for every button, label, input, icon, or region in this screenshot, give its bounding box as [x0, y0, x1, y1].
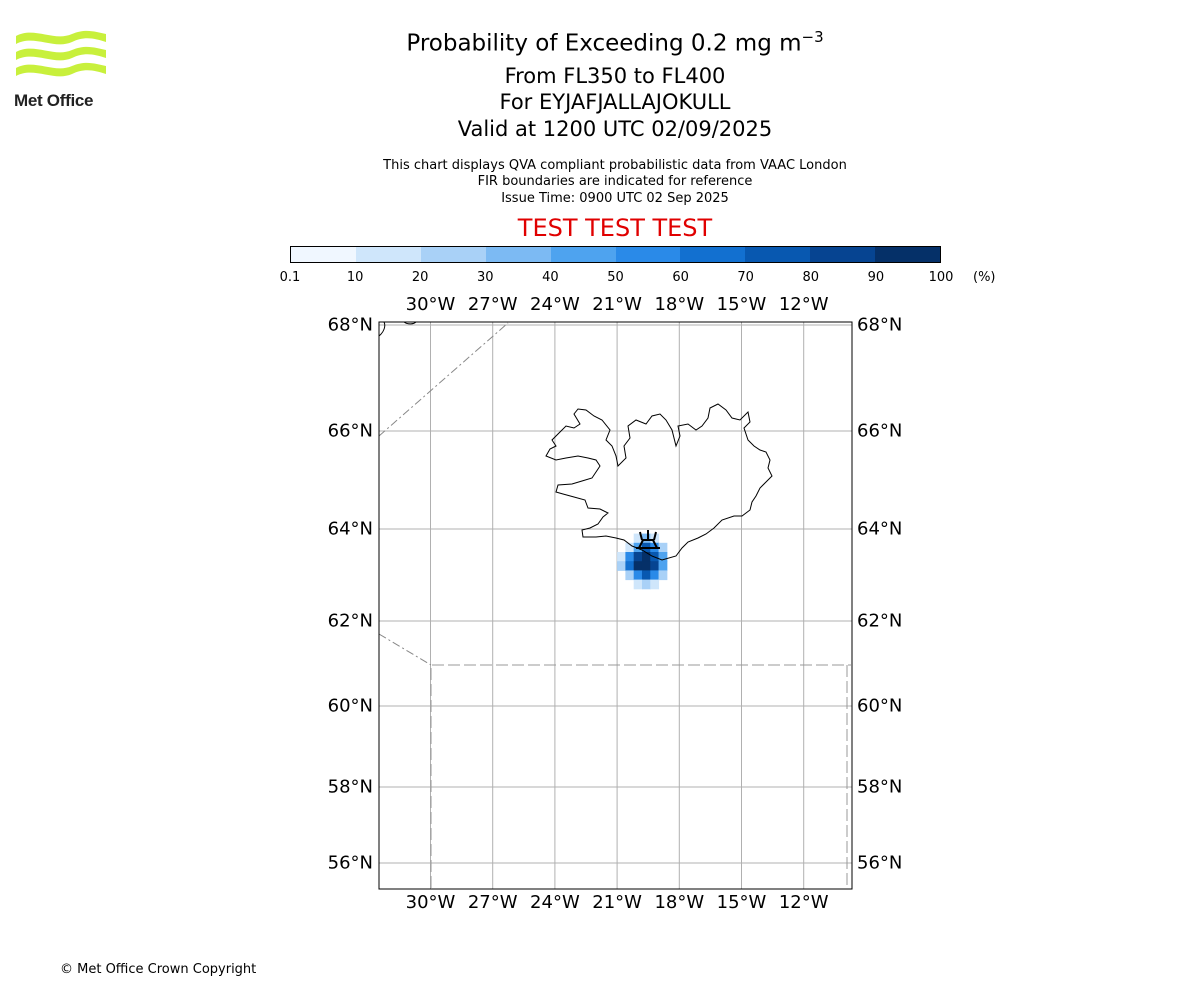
probability-cell: [650, 561, 660, 571]
probability-cell: [641, 533, 651, 544]
longitude-label-top: 24°W: [530, 294, 580, 315]
probability-cell: [625, 570, 635, 581]
colorbar-segment: [680, 247, 746, 262]
latitude-label-right: 64°N: [857, 518, 903, 540]
logo-text: Met Office: [14, 91, 94, 110]
colorbar-segment: [420, 247, 486, 262]
colorbar-segment: [615, 247, 681, 262]
colorbar-segment: [550, 247, 616, 262]
colorbar-tick-label: 50: [607, 270, 624, 285]
fir-boundary-west: [378, 633, 432, 666]
longitude-label-top: 12°W: [778, 294, 829, 315]
probability-cell: [658, 552, 668, 562]
chart-title-superscript: −3: [801, 28, 824, 46]
chart-title: Probability of Exceeding 0.2 mg m−3: [0, 28, 1200, 57]
longitude-label-bottom: 18°W: [654, 892, 705, 913]
subtitle-line-2: FIR boundaries are indicated for referen…: [477, 174, 753, 189]
probability-cell: [617, 552, 626, 562]
probability-cell: [658, 561, 668, 571]
latitude-label-left: 60°N: [327, 695, 373, 717]
latitude-label-right: 66°N: [857, 420, 903, 442]
probability-cell: [633, 561, 643, 571]
latitude-label-left: 62°N: [327, 610, 373, 632]
probability-cell: [658, 542, 668, 553]
flight-level-line: From FL350 to FL400: [504, 64, 726, 88]
colorbar-segment: [485, 247, 551, 262]
probability-cell: [641, 561, 651, 571]
probability-cell: [625, 552, 635, 562]
met-office-logo: Met Office: [14, 28, 109, 112]
colorbar: [290, 246, 941, 263]
longitude-label-bottom: 12°W: [778, 892, 829, 913]
latitude-label-left: 68°N: [327, 314, 373, 336]
longitude-label-bottom: 30°W: [405, 892, 456, 913]
latitude-label-right: 62°N: [857, 610, 903, 632]
probability-cell: [641, 579, 651, 590]
latitude-label-left: 58°N: [327, 776, 373, 798]
test-banner: TEST TEST TEST: [517, 214, 713, 242]
graticule: [379, 322, 852, 889]
fir-boundary-box: [430, 664, 851, 888]
valid-time-line: Valid at 1200 UTC 02/09/2025: [457, 117, 773, 141]
longitude-label-top: 21°W: [592, 294, 642, 315]
colorbar-tick-label: 70: [737, 270, 754, 285]
greenland-coast: [378, 321, 386, 337]
probability-cell: [633, 533, 643, 544]
probability-cell: [633, 552, 643, 562]
colorbar-segment: [355, 247, 421, 262]
colorbar-tick-label: 60: [672, 270, 689, 285]
latitude-label-right: 68°N: [857, 314, 903, 336]
latitude-label-left: 66°N: [327, 420, 373, 442]
latitude-label-left: 64°N: [327, 518, 373, 540]
colorbar-segment: [745, 247, 811, 262]
iceland-coastline: [545, 403, 773, 561]
probability-cell: [633, 579, 643, 590]
probability-cell: [625, 561, 635, 571]
latitude-label-left: 56°N: [327, 852, 373, 874]
colorbar-tick-label: 0.1: [279, 270, 301, 285]
probability-cell: [617, 561, 626, 571]
longitude-label-bottom: 24°W: [530, 892, 580, 913]
volcano-line: For EYJAFJALLAJOKULL: [499, 90, 731, 114]
longitude-label-bottom: 27°W: [467, 892, 518, 913]
chart-title-text: Probability of Exceeding 0.2 mg m: [406, 30, 802, 57]
latitude-label-right: 56°N: [857, 852, 903, 874]
colorbar-tick-label: 90: [867, 270, 885, 285]
colorbar-tick-label: 40: [542, 270, 559, 285]
map-frame: [378, 321, 853, 890]
probability-cell: [658, 570, 668, 581]
latitude-label-right: 58°N: [857, 776, 903, 798]
longitude-label-top: 18°W: [654, 294, 705, 315]
colorbar-tick-label: 30: [477, 270, 494, 285]
subtitle-line-1: This chart displays QVA compliant probab…: [383, 158, 847, 173]
longitude-label-bottom: 15°W: [716, 892, 767, 913]
fir-boundary-north: [378, 322, 509, 437]
colorbar-tick-label: 80: [802, 270, 820, 285]
probability-cell: [641, 570, 651, 581]
probability-cell: [650, 570, 660, 581]
colorbar-segment: [291, 247, 356, 262]
volcano-icon: [636, 530, 660, 549]
colorbar-segment: [810, 247, 876, 262]
colorbar-tick-label: 100: [928, 270, 954, 285]
colorbar-segment: [875, 247, 941, 262]
longitude-label-bottom: 21°W: [592, 892, 642, 913]
probability-cell: [625, 542, 635, 553]
colorbar-tick-label: 10: [346, 270, 364, 285]
longitude-label-top: 15°W: [716, 294, 767, 315]
colorbar-unit: (%): [973, 270, 996, 285]
probability-cell: [633, 570, 643, 581]
longitude-label-top: 30°W: [405, 294, 456, 315]
issue-time: Issue Time: 0900 UTC 02 Sep 2025: [501, 191, 729, 206]
probability-cell: [641, 552, 651, 562]
logo-waves-icon: [16, 30, 106, 77]
copyright-notice: © Met Office Crown Copyright: [60, 962, 257, 977]
probability-cell: [650, 579, 660, 590]
longitude-label-top: 27°W: [467, 294, 518, 315]
colorbar-tick-label: 20: [411, 270, 429, 285]
latitude-label-right: 60°N: [857, 695, 903, 717]
